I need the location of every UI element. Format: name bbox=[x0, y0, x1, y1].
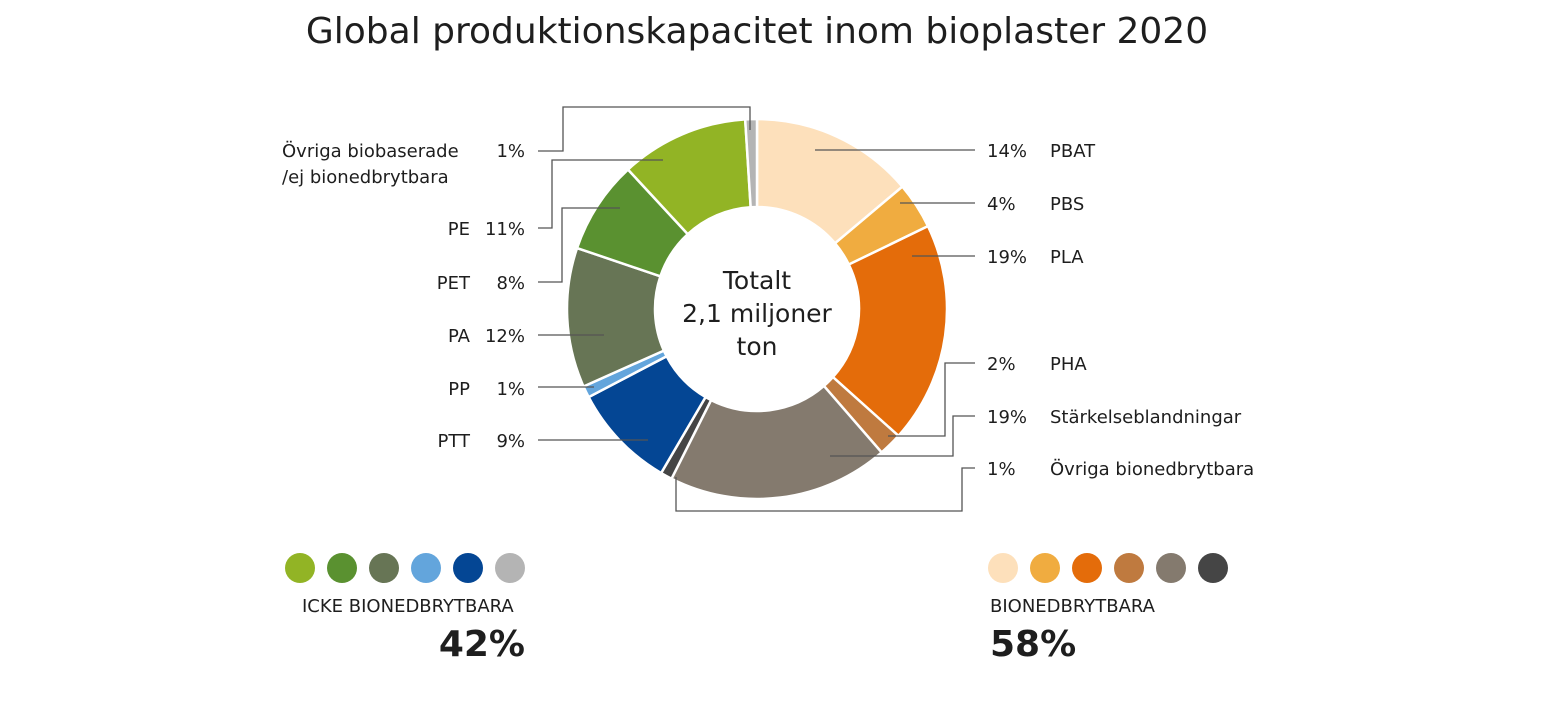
leader-line-9 bbox=[538, 207, 620, 283]
slice-name-label: PA bbox=[448, 326, 471, 347]
slice-2 bbox=[831, 224, 949, 438]
slice-name-label: PBAT bbox=[1050, 141, 1096, 162]
slice-percent-label: 1% bbox=[496, 379, 525, 400]
center-label-line-3: ton bbox=[737, 332, 778, 361]
center-label-line-2: 2,1 miljoner bbox=[682, 299, 832, 328]
legend-nonbio-total: 42% bbox=[439, 624, 525, 665]
slice-percent-label: 19% bbox=[987, 247, 1027, 268]
slice-name-label: Stärkelseblandningar bbox=[1050, 407, 1242, 428]
slice-percent-label: 19% bbox=[987, 407, 1027, 428]
legend-dot-nonbio bbox=[411, 553, 441, 583]
legend-dot-nonbio bbox=[285, 553, 315, 583]
legend-dot-bio bbox=[1114, 553, 1144, 583]
slice-percent-label: 14% bbox=[987, 141, 1027, 162]
slice-4 bbox=[669, 384, 884, 501]
slice-percent-label: 4% bbox=[987, 194, 1016, 215]
legend-bio-total: 58% bbox=[990, 624, 1076, 665]
slice-name-label: Övriga bionedbrytbara bbox=[1050, 458, 1254, 480]
chart-title: Global produktionskapacitet inom bioplas… bbox=[306, 11, 1208, 52]
legend-dot-bio bbox=[988, 553, 1018, 583]
slice-percent-label: 11% bbox=[485, 219, 525, 240]
slice-percent-label: 8% bbox=[496, 273, 525, 294]
slice-name-label: PE bbox=[448, 219, 470, 240]
legend-dot-bio bbox=[1030, 553, 1060, 583]
slice-name-label: PET bbox=[437, 273, 471, 294]
slice-11 bbox=[743, 117, 759, 209]
slice-name-label: PTT bbox=[437, 431, 471, 452]
slice-percent-label: 1% bbox=[987, 459, 1016, 480]
slice-name-label: PLA bbox=[1050, 247, 1084, 268]
leader-line-10 bbox=[538, 159, 663, 229]
slice-percent-label: 12% bbox=[485, 326, 525, 347]
slice-percent-label: 2% bbox=[987, 354, 1016, 375]
legend-dot-bio bbox=[1198, 553, 1228, 583]
legend-nonbio-label: ICKE BIONEDBRYTBARA bbox=[302, 596, 514, 617]
legend-dot-nonbio bbox=[369, 553, 399, 583]
slice-name-label: PP bbox=[448, 379, 470, 400]
legend-dot-nonbio bbox=[453, 553, 483, 583]
slice-name-label: Övriga biobaserade bbox=[282, 140, 459, 162]
legend-dot-nonbio bbox=[495, 553, 525, 583]
slice-name-label: PBS bbox=[1050, 194, 1084, 215]
legend-bio-label: BIONEDBRYTBARA bbox=[990, 596, 1156, 617]
legend-dot-bio bbox=[1072, 553, 1102, 583]
legend-dot-nonbio bbox=[327, 553, 357, 583]
leader-line-11 bbox=[538, 106, 751, 152]
slice-name-label-line-2: /ej bionedbrytbara bbox=[282, 167, 449, 188]
legend-dot-bio bbox=[1156, 553, 1186, 583]
leader-line-3 bbox=[888, 362, 975, 437]
slice-percent-label: 1% bbox=[496, 141, 525, 162]
center-label-line-1: Totalt bbox=[722, 266, 791, 295]
leader-line-4 bbox=[830, 415, 975, 457]
slice-name-label: PHA bbox=[1050, 354, 1087, 375]
slice-percent-label: 9% bbox=[496, 431, 525, 452]
leader-line-5 bbox=[675, 467, 975, 512]
